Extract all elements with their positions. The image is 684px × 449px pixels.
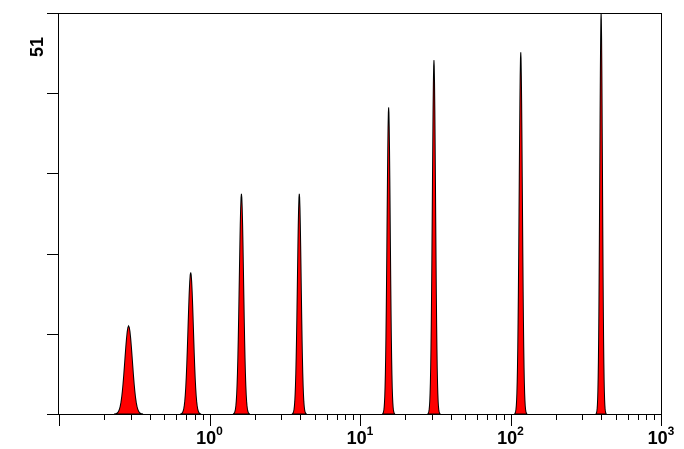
x-axis-ticks	[59, 414, 662, 426]
peaks-layer	[114, 12, 607, 415]
histogram-peak-3	[232, 193, 250, 415]
histogram-peak-2	[180, 272, 202, 415]
x-tick-label-2: 102	[497, 424, 524, 448]
x-axis-tick-labels: 100 101 102 103	[196, 424, 675, 448]
histogram-peak-8	[595, 12, 607, 415]
histogram-peak-1	[114, 324, 144, 415]
histogram-peak-4	[291, 193, 307, 415]
x-tick-label-0: 100	[196, 424, 223, 448]
plot-frame	[58, 13, 662, 415]
histogram-peak-6	[427, 60, 441, 415]
x-tick-label-1: 101	[347, 424, 374, 448]
y-axis-max-label: 51	[27, 37, 47, 57]
histogram-peak-5	[382, 107, 396, 415]
x-tick-label-3: 103	[648, 424, 675, 448]
y-axis-ticks	[47, 13, 59, 415]
histogram-peak-7	[514, 52, 528, 415]
